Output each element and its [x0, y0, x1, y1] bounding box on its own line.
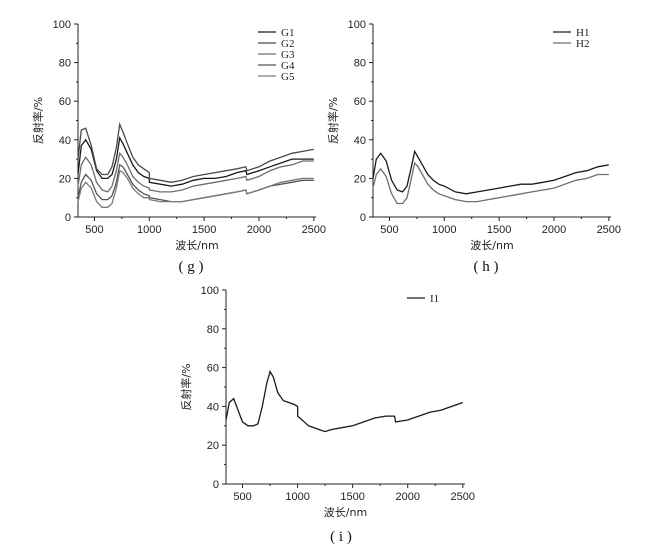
series-line-g3: [77, 151, 314, 193]
panel-caption: ( i ): [330, 529, 352, 545]
series-line-g1: [77, 135, 314, 187]
y-tick-label: 0: [65, 212, 71, 224]
y-tick-label: 20: [207, 440, 219, 452]
panel-caption: ( h ): [474, 259, 499, 275]
legend-label: G2: [281, 38, 294, 50]
legend-label: G3: [281, 49, 295, 61]
panel-i: 0 20 40 60 80 100 500 1000 1500 2000 2500 波长/nm 反射率/…: [179, 285, 475, 545]
series-line-g5: [77, 169, 314, 208]
x-tick-label: 2000: [542, 224, 566, 236]
x-tick-label: 1000: [137, 224, 161, 236]
y-tick-label: 100: [201, 285, 219, 297]
x-axis-label: 波长/nm: [470, 239, 513, 252]
y-tick-label: 40: [354, 135, 366, 147]
x-axis-label: 波长/nm: [324, 506, 367, 519]
y-axis-label: 反射率/%: [326, 97, 340, 144]
y-tick-label: 60: [207, 363, 219, 375]
y-tick-label: 0: [360, 212, 366, 224]
x-tick-label: 1500: [340, 491, 364, 503]
x-tick-label: 1500: [192, 224, 216, 236]
y-tick-label: 80: [59, 58, 71, 70]
series-line-g2: [77, 122, 314, 183]
x-tick-label: 2500: [451, 491, 475, 503]
y-tick-label: 80: [207, 324, 219, 336]
x-tick-label: 500: [380, 224, 398, 236]
legend-label: I1: [430, 293, 439, 305]
y-tick-label: 20: [354, 173, 366, 185]
y-tick-label: 100: [348, 19, 366, 31]
x-tick-label: 2500: [597, 224, 621, 236]
x-tick-label: 500: [233, 491, 251, 503]
legend-label: H1: [576, 27, 589, 39]
x-tick-label: 2500: [302, 224, 326, 236]
series-line-h1: [372, 149, 609, 195]
y-tick-label: 0: [213, 479, 219, 491]
x-tick-label: 1000: [432, 224, 456, 236]
panel-h: 0 20 40 60 80 100 500 1000 1500 2000 2500 波长/nm 反射率/…: [326, 19, 621, 275]
x-tick-label: 2000: [247, 224, 271, 236]
x-tick-label: 1500: [487, 224, 511, 236]
x-tick-label: 500: [85, 224, 103, 236]
series-line-h2: [372, 161, 609, 205]
legend-label: G1: [281, 27, 294, 39]
y-tick-label: 60: [354, 96, 366, 108]
y-axis-label: 反射率/%: [31, 97, 45, 144]
legend-label: H2: [576, 38, 589, 50]
y-tick-label: 80: [354, 58, 366, 70]
y-tick-label: 40: [207, 401, 219, 413]
legend-label: G4: [281, 60, 295, 72]
y-tick-label: 100: [53, 19, 71, 31]
y-tick-label: 60: [59, 96, 71, 108]
y-tick-label: 40: [59, 135, 71, 147]
x-tick-label: 1000: [285, 491, 309, 503]
y-axis-label: 反射率/%: [179, 363, 193, 410]
x-tick-label: 2000: [395, 491, 419, 503]
x-axis-label: 波长/nm: [175, 239, 218, 252]
legend-label: G5: [281, 71, 295, 83]
panel-g: 0 20 40 60 80 100 500 1000 1500 2000 2500 波长/nm 反射率/…: [31, 19, 326, 275]
y-tick-label: 20: [59, 173, 71, 185]
panel-caption: ( g ): [179, 259, 204, 275]
series-line-i1: [225, 369, 464, 433]
